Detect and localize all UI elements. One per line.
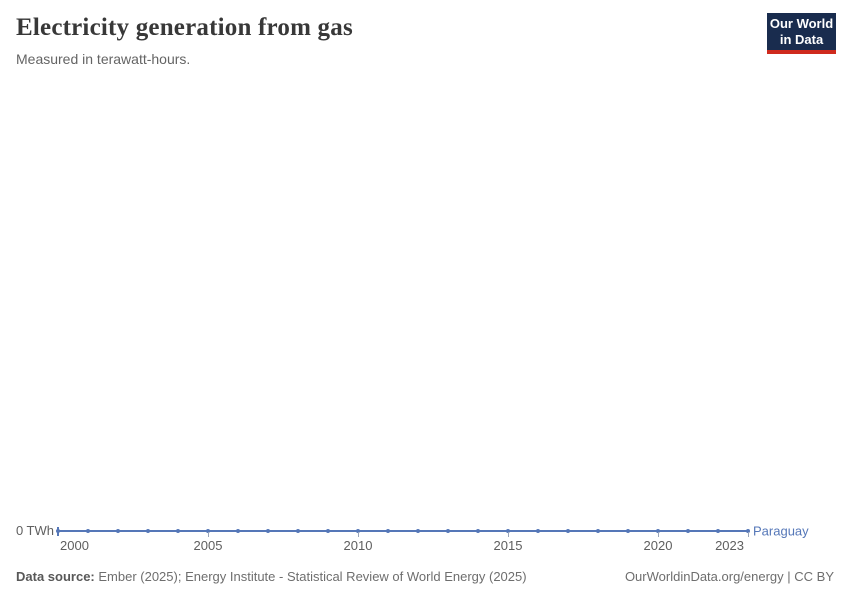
x-tick-label-2020: 2020 <box>643 538 673 553</box>
chart-title: Electricity generation from gas <box>16 14 353 41</box>
x-tick-label-2005: 2005 <box>193 538 223 553</box>
series-label-paraguay[interactable]: Paraguay <box>753 523 809 539</box>
owid-logo-line1: Our World <box>769 15 834 31</box>
chart-subtitle: Measured in terawatt-hours. <box>16 51 191 67</box>
data-point-2012[interactable] <box>416 529 420 533</box>
data-source-note[interactable]: Data source: Ember (2025); Energy Instit… <box>16 569 527 584</box>
data-point-2014[interactable] <box>476 529 480 533</box>
data-point-2019[interactable] <box>626 529 630 533</box>
data-point-2022[interactable] <box>716 529 720 533</box>
data-point-2016[interactable] <box>536 529 540 533</box>
x-tick-mark <box>748 532 749 537</box>
data-source-label: Data source: <box>16 569 95 584</box>
data-point-2017[interactable] <box>566 529 570 533</box>
data-point-2004[interactable] <box>176 529 180 533</box>
chart-footer: Data source: Ember (2025); Energy Instit… <box>16 569 834 584</box>
x-tick-label-2015: 2015 <box>493 538 523 553</box>
data-point-2020[interactable] <box>656 529 660 533</box>
x-tick-mark <box>358 532 359 537</box>
x-tick-mark <box>508 532 509 537</box>
data-point-2001[interactable] <box>86 529 90 533</box>
data-point-2015[interactable] <box>506 529 510 533</box>
data-point-2011[interactable] <box>386 529 390 533</box>
data-point-2009[interactable] <box>326 529 330 533</box>
data-point-2005[interactable] <box>206 529 210 533</box>
license-link[interactable]: OurWorldinData.org/energy | CC BY <box>624 569 834 584</box>
data-point-2007[interactable] <box>266 529 270 533</box>
data-point-2006[interactable] <box>236 529 240 533</box>
data-point-2023[interactable] <box>746 529 750 533</box>
owid-logo-line2: in Data <box>779 31 824 47</box>
x-tick-mark <box>208 532 209 537</box>
x-tick-label-2023: 2023 <box>715 538 744 553</box>
series-line[interactable] <box>58 530 748 532</box>
x-tick-label-2010: 2010 <box>343 538 373 553</box>
data-point-2008[interactable] <box>296 529 300 533</box>
data-point-2013[interactable] <box>446 529 450 533</box>
x-tick-label-2000: 2000 <box>60 538 89 553</box>
x-tick-mark <box>658 532 659 537</box>
data-point-2000[interactable] <box>56 529 60 533</box>
owid-logo[interactable]: Our World in Data <box>767 13 836 54</box>
data-point-2018[interactable] <box>596 529 600 533</box>
data-point-2003[interactable] <box>146 529 150 533</box>
data-source-text: Ember (2025); Energy Institute - Statist… <box>94 569 527 584</box>
data-point-2021[interactable] <box>686 529 690 533</box>
y-axis-zero-label: 0 TWh <box>15 523 54 538</box>
data-point-2010[interactable] <box>356 529 360 533</box>
data-point-2002[interactable] <box>116 529 120 533</box>
